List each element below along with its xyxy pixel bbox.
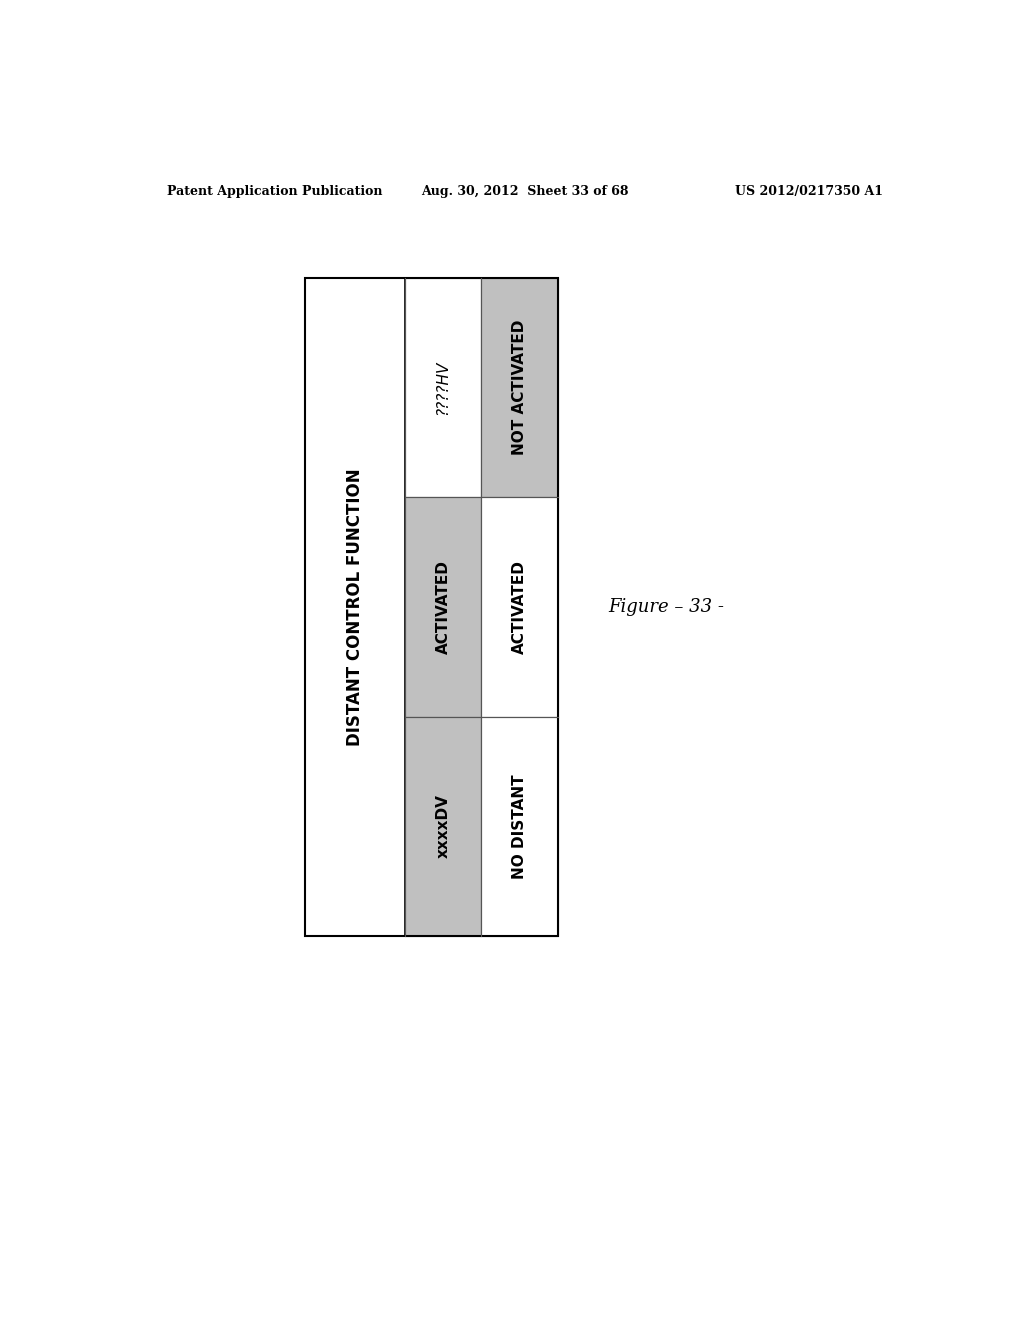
Text: ACTIVATED: ACTIVATED bbox=[435, 560, 451, 653]
Text: US 2012/0217350 A1: US 2012/0217350 A1 bbox=[735, 185, 883, 198]
Text: Figure – 33 -: Figure – 33 - bbox=[608, 598, 725, 616]
Bar bbox=[404, 498, 481, 717]
Text: ACTIVATED: ACTIVATED bbox=[512, 560, 527, 653]
Bar bbox=[481, 277, 558, 498]
Text: DISTANT CONTROL FUNCTION: DISTANT CONTROL FUNCTION bbox=[346, 469, 364, 746]
Bar bbox=[404, 717, 481, 936]
Text: Patent Application Publication: Patent Application Publication bbox=[167, 185, 382, 198]
Bar bbox=[305, 277, 558, 936]
Bar bbox=[481, 498, 558, 717]
Text: NOT ACTIVATED: NOT ACTIVATED bbox=[512, 319, 527, 455]
Text: xxxxDV: xxxxDV bbox=[435, 795, 451, 858]
Text: NO DISTANT: NO DISTANT bbox=[512, 774, 527, 879]
Bar bbox=[305, 277, 404, 936]
Text: Aug. 30, 2012  Sheet 33 of 68: Aug. 30, 2012 Sheet 33 of 68 bbox=[421, 185, 629, 198]
Bar bbox=[404, 277, 481, 498]
Bar bbox=[481, 717, 558, 936]
Text: ????HV: ????HV bbox=[435, 360, 451, 414]
